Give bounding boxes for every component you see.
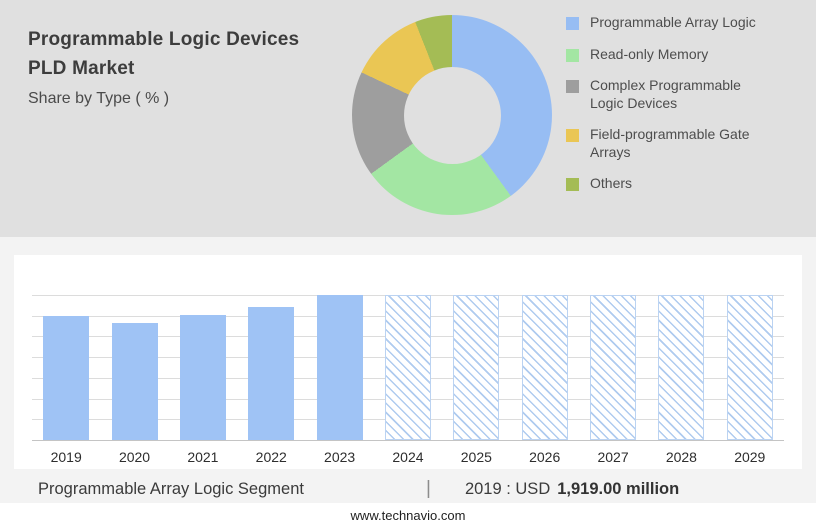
x-axis-label: 2024	[392, 449, 424, 465]
legend-swatch	[566, 129, 579, 142]
bar-forecast-2027	[590, 295, 637, 440]
legend-label: Read-only Memory	[590, 45, 709, 62]
bar-slot	[716, 295, 784, 440]
x-axis-label: 2019	[50, 449, 82, 465]
header-panel: Programmable Logic Devices PLD Market Sh…	[0, 0, 816, 237]
bar-forecast-2025	[453, 295, 500, 440]
bar-chart-plot	[32, 295, 784, 441]
bar-slot	[237, 295, 305, 440]
page-title: Programmable Logic Devices PLD Market	[28, 29, 300, 79]
caption-separator: |	[426, 478, 431, 499]
x-axis-label: 2025	[460, 449, 492, 465]
bar-slot	[305, 295, 373, 440]
donut-legend: Programmable Array Logic Read-only Memory…	[566, 14, 801, 207]
bar-slot	[100, 295, 168, 440]
legend-swatch	[566, 178, 579, 191]
x-axis-label: 2027	[597, 449, 629, 465]
legend-label: Others	[590, 175, 633, 191]
website-link: www.technavio.com	[0, 503, 816, 528]
legend-label: Field-programmable Gate Arrays	[590, 126, 750, 160]
bar-slot	[374, 295, 442, 440]
bar-slot	[579, 295, 647, 440]
bar-slot	[511, 295, 579, 440]
bar-forecast-2026	[521, 295, 568, 440]
caption-value-prefix: 2019 : USD	[464, 479, 551, 498]
legend-item: Complex Programmable Logic Devices	[566, 77, 801, 112]
x-axis-label: 2021	[187, 449, 219, 465]
x-axis-label: 2020	[118, 449, 151, 465]
bar-actual-2022	[248, 307, 295, 440]
bar-slot	[169, 295, 237, 440]
page-subtitle: Share by Type ( % )	[28, 90, 170, 107]
x-axis-label: 2026	[529, 449, 561, 465]
x-axis-label: 2029	[734, 449, 766, 465]
bar-forecast-2024	[384, 295, 431, 440]
caption-value: 1,919.00 million	[557, 479, 680, 498]
bar-series	[32, 295, 784, 440]
donut-chart	[352, 15, 552, 215]
donut-hole	[403, 66, 501, 164]
legend-label: Complex Programmable Logic Devices	[590, 77, 741, 111]
bar-actual-2021	[179, 315, 226, 440]
legend-item: Programmable Array Logic	[566, 14, 801, 32]
bar-actual-2023	[316, 295, 363, 440]
legend-swatch	[566, 48, 579, 62]
title-block: Programmable Logic Devices PLD Market Sh…	[28, 26, 320, 108]
caption-segment-name: Programmable Array Logic Segment	[38, 479, 304, 498]
bar-forecast-2029	[726, 295, 773, 440]
bar-slot	[32, 295, 100, 440]
chart-panel: 2019 2020 2021 2022 2023 2024 2025 2026 2027 2028…	[0, 237, 816, 528]
bar-actual-2020	[111, 323, 158, 440]
legend-swatch	[566, 17, 579, 30]
x-axis-label: 2028	[665, 449, 697, 465]
x-axis-labels: 2019 2020 2021 2022 2023 2024 2025 2026 2027 2028…	[32, 449, 784, 465]
legend-item: Others	[566, 175, 801, 193]
x-axis-label: 2022	[255, 449, 287, 465]
bar-slot	[442, 295, 510, 440]
bar-slot	[647, 295, 715, 440]
legend-swatch	[566, 80, 579, 93]
legend-label: Programmable Array Logic	[590, 14, 756, 30]
x-axis-label: 2023	[324, 449, 356, 465]
legend-item: Field-programmable Gate Arrays	[566, 126, 801, 161]
bar-forecast-2028	[658, 295, 705, 440]
bar-actual-2019	[43, 316, 90, 440]
bar-chart-card: 2019 2020 2021 2022 2023 2024 2025 2026 2027 2028…	[14, 255, 802, 469]
chart-caption: Programmable Array Logic Segment | 2019 …	[38, 475, 786, 503]
legend-item: Read-only Memory	[566, 46, 801, 64]
